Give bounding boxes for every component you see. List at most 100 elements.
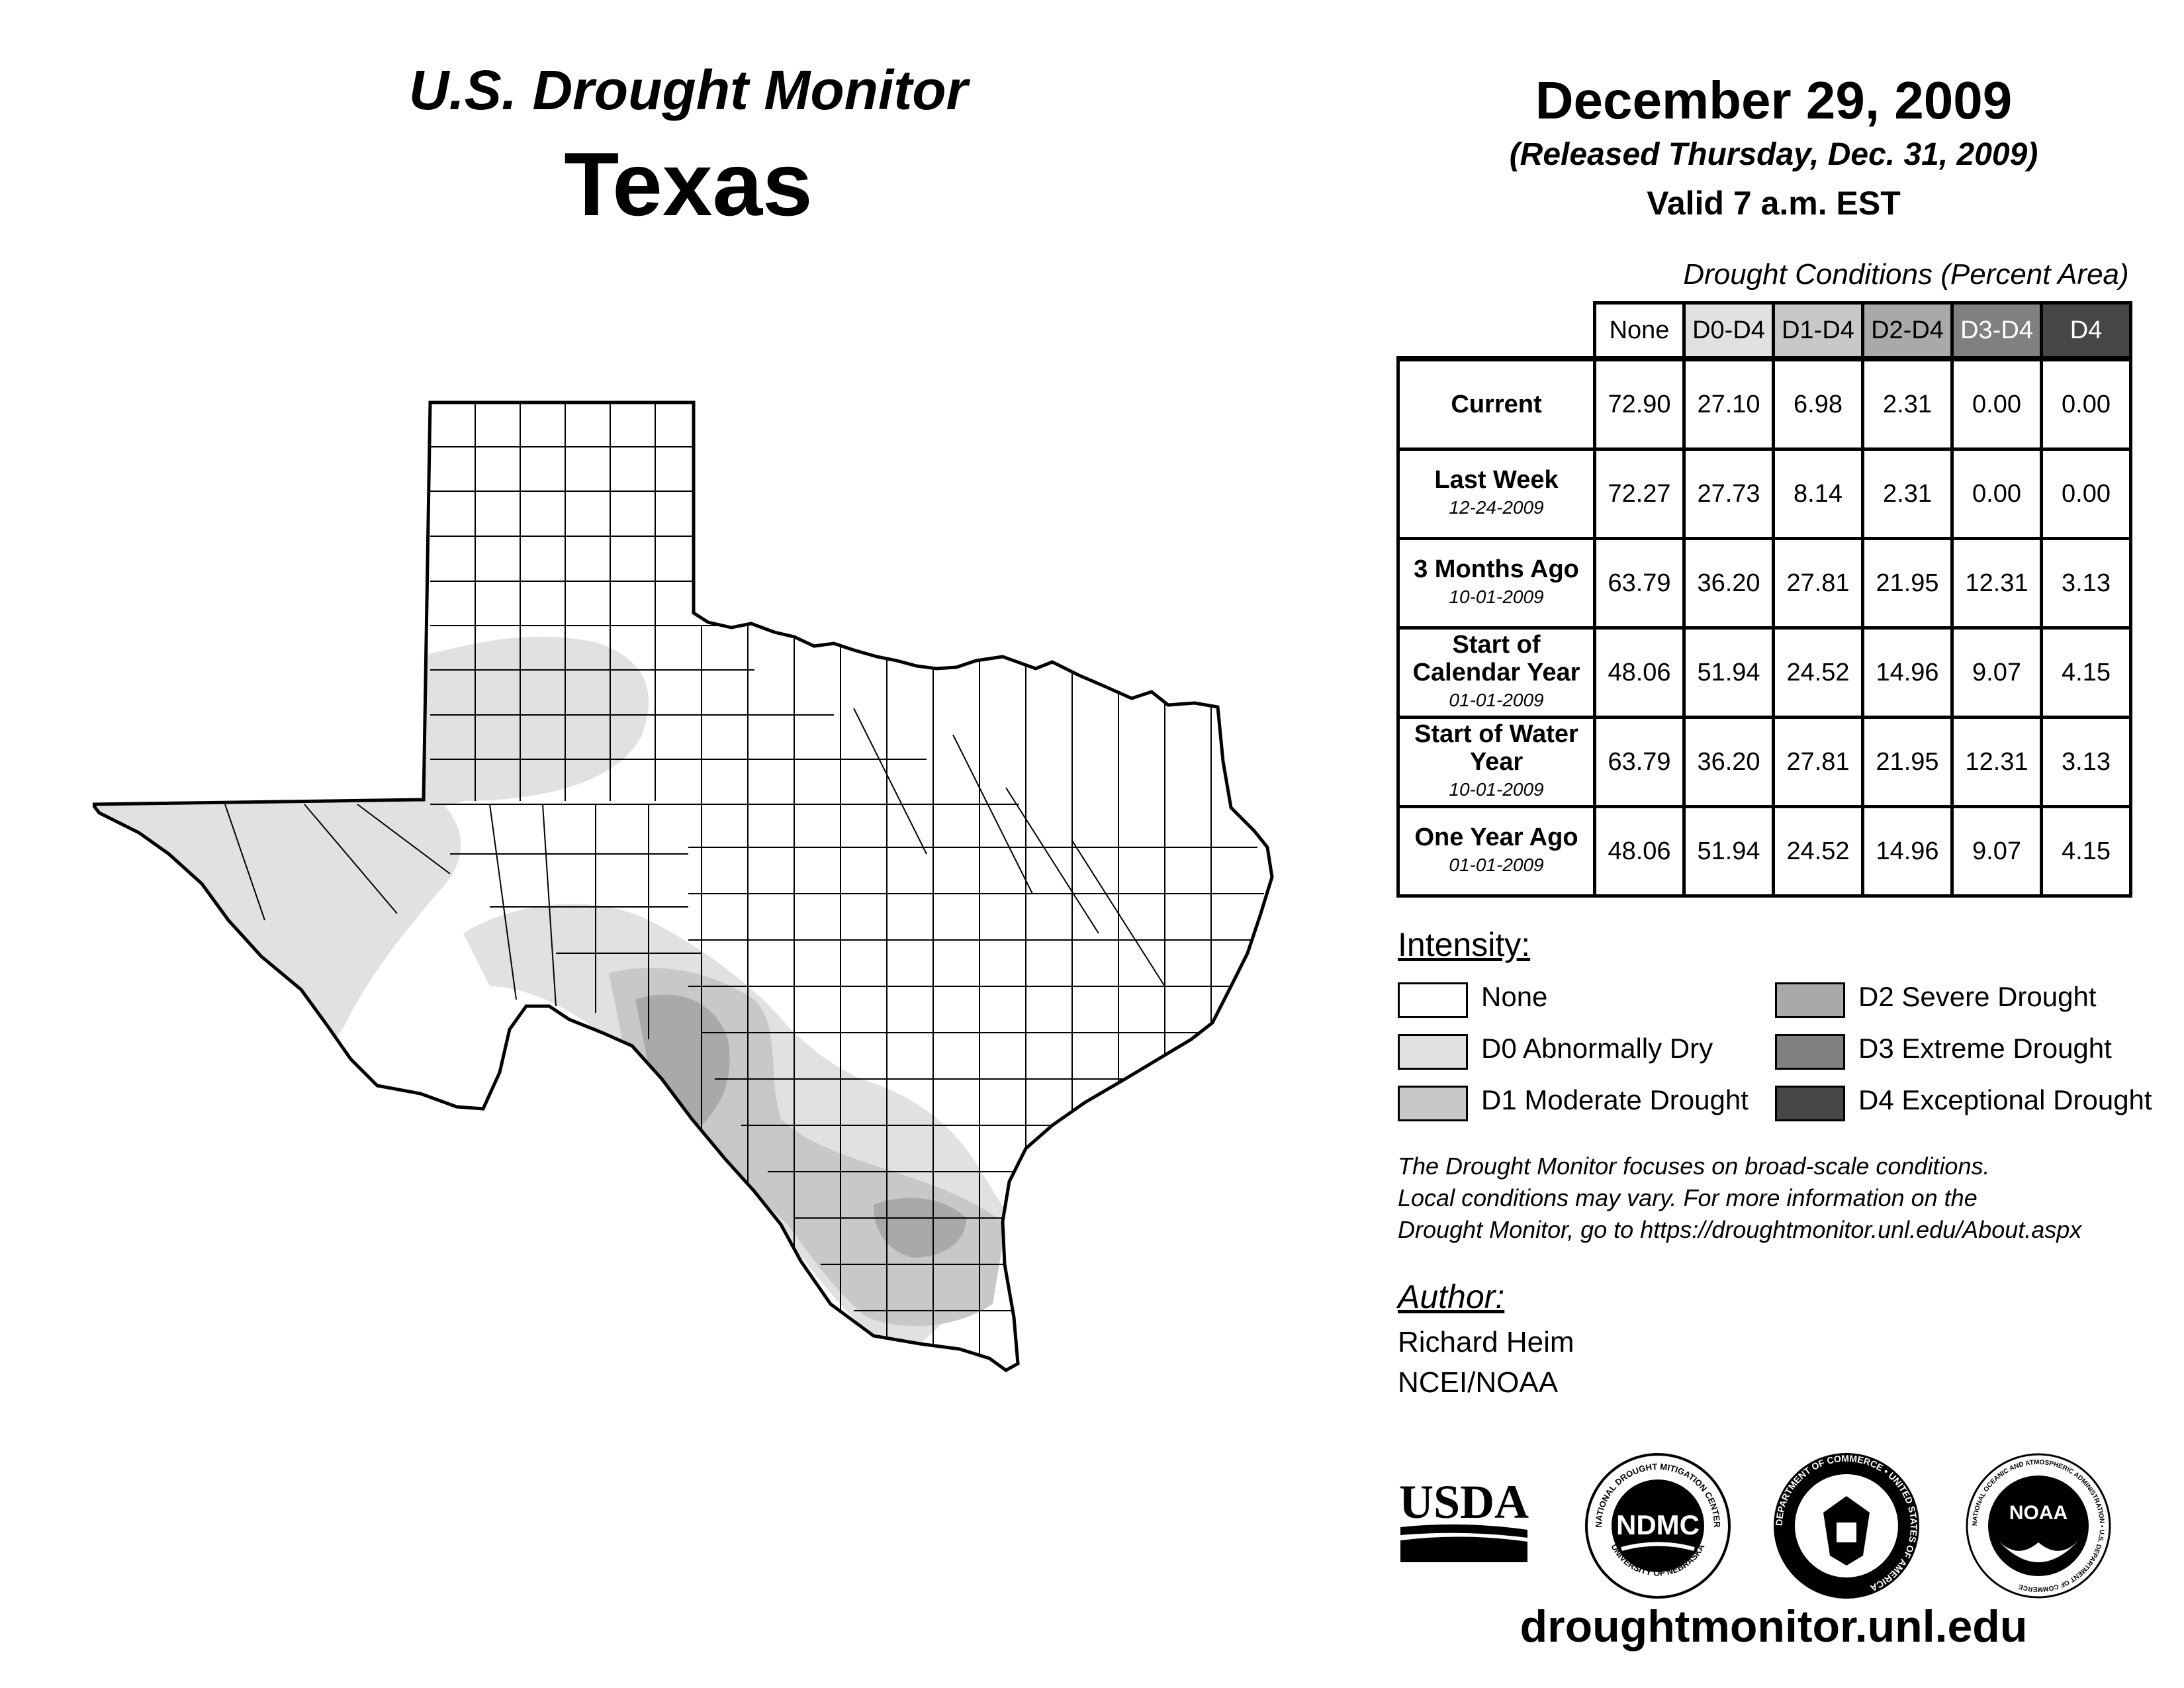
map-date: December 29, 2009 <box>1535 71 2013 130</box>
noaa-logo: NATIONAL OCEANIC AND ATMOSPHERIC ADMINIS… <box>1966 1453 2111 1599</box>
row-label: Start of Water Year 10-01-2009 <box>1396 716 1596 808</box>
table-cell: 9.07 <box>1950 805 2043 898</box>
row-date: 10-01-2009 <box>1449 779 1544 800</box>
note-line: Drought Monitor, go to https://droughtmo… <box>1398 1216 2082 1243</box>
table-row: One Year Ago 01-01-2009 48.06 51.94 24.52 14.… <box>1396 805 2132 898</box>
table-corner <box>1398 303 1596 361</box>
state-name: Texas <box>564 134 813 234</box>
table-cell: 48.06 <box>1593 626 1686 719</box>
col-header: D0-D4 <box>1682 301 1775 361</box>
row-date: 10-01-2009 <box>1449 586 1544 607</box>
col-header: D3-D4 <box>1950 301 2043 361</box>
table-cell: 48.06 <box>1593 805 1686 898</box>
county-lines <box>224 402 1264 1370</box>
legend-swatch <box>1775 1086 1845 1121</box>
table-cell: 9.07 <box>1950 626 2043 719</box>
table-cell: 2.31 <box>1861 447 1954 540</box>
legend-label: None <box>1481 981 1548 1012</box>
col-header: D2-D4 <box>1861 301 1954 361</box>
legend-swatch <box>1398 1034 1468 1070</box>
row-label: Start of Calendar Year 01-01-2009 <box>1396 626 1596 719</box>
legend-swatch <box>1398 1086 1468 1121</box>
table-cell: 0.00 <box>1950 447 2043 540</box>
texas-drought-map <box>93 391 1297 1529</box>
map-title: U.S. Drought Monitor <box>408 59 968 121</box>
table-cell: 63.79 <box>1593 716 1686 808</box>
release-date: (Released Thursday, Dec. 31, 2009) <box>1509 137 2038 172</box>
d0-region-west <box>93 788 461 1079</box>
legend-swatch <box>1775 1034 1845 1070</box>
legend-swatch <box>1398 982 1468 1018</box>
table-cell: 2.31 <box>1861 356 1954 451</box>
legend-heading: Intensity: <box>1398 926 1531 963</box>
table-cell: 4.15 <box>2040 805 2132 898</box>
row-label: Current <box>1396 356 1596 451</box>
table-cell: 0.00 <box>2040 356 2132 451</box>
table-row: Start of Water Year 10-01-2009 63.79 36.20 2… <box>1396 716 2132 808</box>
row-date: 01-01-2009 <box>1449 855 1544 875</box>
table-caption: Drought Conditions (Percent Area) <box>1683 258 2129 291</box>
legend-label: D2 Severe Drought <box>1858 981 2097 1012</box>
d2-region-south <box>635 994 730 1125</box>
doc-seal-logo: DEPARTMENT OF COMMERCE • UNITED STATES O… <box>1774 1453 1919 1599</box>
table-cell: 0.00 <box>2040 447 2132 540</box>
legend-swatch <box>1775 982 1845 1018</box>
col-header: D4 <box>2040 301 2132 361</box>
table-row: Current 72.90 27.10 6.98 2.31 0.00 0.00 <box>1396 356 2132 451</box>
table-cell: 6.98 <box>1772 356 1864 451</box>
ndmc-text: NDMC <box>1616 1509 1700 1540</box>
row-label: 3 Months Ago 10-01-2009 <box>1396 537 1596 630</box>
table-cell: 27.10 <box>1682 356 1775 451</box>
table-cell: 63.79 <box>1593 537 1686 630</box>
d2-region-coast <box>874 1197 966 1258</box>
row-date: 01-01-2009 <box>1449 690 1544 710</box>
legend-label: D3 Extreme Drought <box>1858 1033 2112 1064</box>
table-cell: 12.31 <box>1950 537 2043 630</box>
ndmc-logo: NDMC NATIONAL DROUGHT MITIGATION CENTER … <box>1585 1453 1731 1599</box>
noaa-text: NOAA <box>2009 1502 2068 1524</box>
table-cell: 24.52 <box>1772 805 1864 898</box>
valid-time: Valid 7 a.m. EST <box>1647 185 1901 222</box>
drought-conditions-table: None D0-D4 D1-D4 D2-D4 D3-D4 D4 Current 7… <box>1396 301 2132 898</box>
table-cell: 36.20 <box>1682 537 1775 630</box>
author-heading: Author: <box>1398 1278 1505 1315</box>
author-name: Richard Heim <box>1398 1326 1574 1358</box>
table-cell: 12.31 <box>1950 716 2043 808</box>
table-cell: 3.13 <box>2040 537 2132 630</box>
website-url[interactable]: droughtmonitor.unl.edu <box>1520 1601 2028 1652</box>
table-cell: 72.27 <box>1593 447 1686 540</box>
table-cell: 21.95 <box>1861 537 1954 630</box>
table-row: 3 Months Ago 10-01-2009 63.79 36.20 27.81 21.… <box>1396 537 2132 630</box>
table-cell: 14.96 <box>1861 626 1954 719</box>
table-cell: 51.94 <box>1682 626 1775 719</box>
table-cell: 24.52 <box>1772 626 1864 719</box>
table-cell: 36.20 <box>1682 716 1775 808</box>
legend-label: D0 Abnormally Dry <box>1481 1033 1713 1064</box>
note-line: Local conditions may vary. For more info… <box>1398 1184 1978 1211</box>
table-row: Start of Calendar Year 01-01-2009 48.06 51.… <box>1396 626 2132 719</box>
table-cell: 72.90 <box>1593 356 1686 451</box>
table-cell: 27.73 <box>1682 447 1775 540</box>
legend-label: D4 Exceptional Drought <box>1858 1084 2152 1115</box>
note-line: The Drought Monitor focuses on broad-sca… <box>1398 1152 1990 1180</box>
table-cell: 4.15 <box>2040 626 2132 719</box>
table-header-row: None D0-D4 D1-D4 D2-D4 D3-D4 D4 <box>1398 301 2132 361</box>
row-label: Last Week 12-24-2009 <box>1396 447 1596 540</box>
usda-logo: USDA <box>1399 1476 1529 1562</box>
author-org: NCEI/NOAA <box>1398 1366 1559 1399</box>
table-row: Last Week 12-24-2009 72.27 27.73 8.14 2.31 0.0… <box>1396 447 2132 540</box>
col-header: D1-D4 <box>1772 301 1864 361</box>
table-cell: 51.94 <box>1682 805 1775 898</box>
table-cell: 27.81 <box>1772 716 1864 808</box>
table-cell: 8.14 <box>1772 447 1864 540</box>
row-label: One Year Ago 01-01-2009 <box>1396 805 1596 898</box>
usda-text: USDA <box>1399 1476 1529 1528</box>
table-cell: 3.13 <box>2040 716 2132 808</box>
legend-label: D1 Moderate Drought <box>1481 1084 1749 1115</box>
col-header: None <box>1593 301 1686 361</box>
table-cell: 14.96 <box>1861 805 1954 898</box>
table-cell: 0.00 <box>1950 356 2043 451</box>
table-cell: 27.81 <box>1772 537 1864 630</box>
disclaimer-note: The Drought Monitor focuses on broad-sca… <box>1398 1150 2179 1246</box>
row-date: 12-24-2009 <box>1449 497 1544 518</box>
